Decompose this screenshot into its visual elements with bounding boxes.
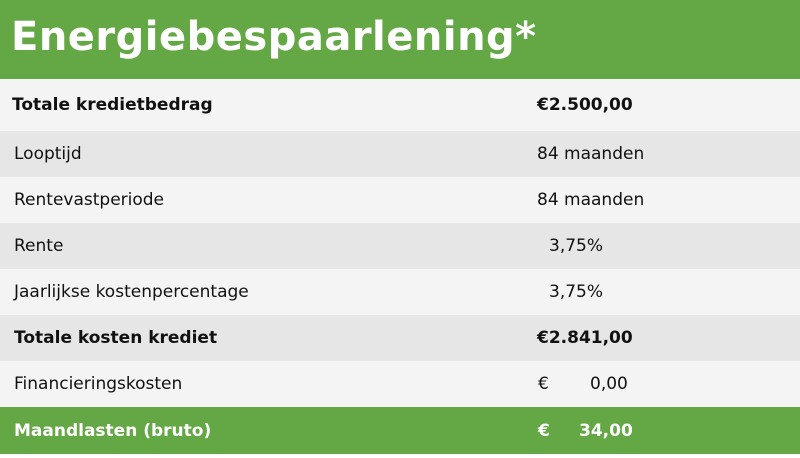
currency-symbol: € [538, 374, 549, 394]
row-rentevastperiode: Rentevastperiode 84 maanden [0, 177, 800, 223]
page-title: Energiebespaarlening* [11, 13, 537, 60]
row-rente: Rente 3,75% [0, 223, 800, 269]
row-label: Totale kosten krediet [14, 328, 218, 348]
header-bar: Energiebespaarlening* [0, 0, 800, 79]
row-value: €2.841,00 [537, 328, 633, 348]
row-value: 84 maanden [537, 190, 645, 210]
row-label: Rente [14, 236, 64, 256]
row-label: Rentevastperiode [14, 190, 165, 210]
row-looptijd: Looptijd 84 maanden [0, 131, 800, 177]
row-value: €2.500,00 [537, 95, 633, 115]
row-label: Totale kredietbedrag [12, 95, 213, 115]
row-value: 3,75% [549, 282, 604, 302]
row-amount: 34,00 [579, 420, 633, 441]
row-label: Maandlasten (bruto) [14, 420, 212, 441]
currency-symbol: € [538, 420, 550, 441]
row-label: Financieringskosten [14, 374, 183, 394]
row-label: Jaarlijkse kostenpercentage [14, 282, 249, 302]
row-maandlasten: Maandlasten (bruto) € 34,00 [0, 407, 800, 454]
row-financieringskosten: Financieringskosten € 0,00 [0, 361, 800, 407]
row-amount: 0,00 [590, 374, 628, 394]
row-value: 84 maanden [537, 144, 645, 164]
row-label: Looptijd [14, 144, 82, 164]
row-totale-kosten-krediet: Totale kosten krediet €2.841,00 [0, 315, 800, 361]
row-totale-kredietbedrag: Totale kredietbedrag €2.500,00 [0, 79, 800, 131]
row-value: 3,75% [549, 236, 604, 256]
row-jaarlijkse-kostenpercentage: Jaarlijkse kostenpercentage 3,75% [0, 269, 800, 315]
